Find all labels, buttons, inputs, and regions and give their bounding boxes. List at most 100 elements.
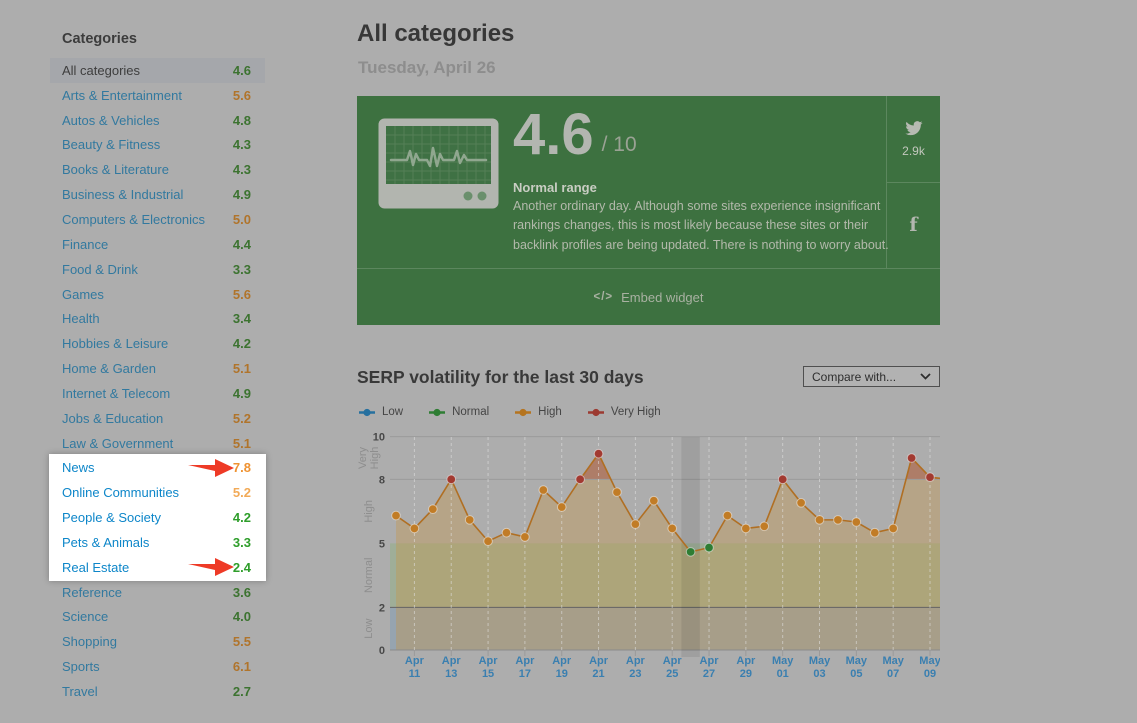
- sidebar-item-jobs-education[interactable]: Jobs & Education 5.2: [50, 406, 265, 431]
- legend-label: Low: [382, 406, 404, 418]
- category-score: 3.3: [232, 261, 251, 277]
- legend-marker-icon: [429, 408, 446, 416]
- page-title: All categories: [357, 20, 515, 47]
- category-score: 5.5: [232, 634, 251, 650]
- sidebar-item-all-categories[interactable]: All categories 4.6: [50, 58, 265, 83]
- chart-section-title: SERP volatility for the last 30 days: [357, 367, 644, 387]
- category-label: Home & Garden: [62, 361, 156, 377]
- sidebar-item-real-estate[interactable]: Real Estate 2.4: [50, 555, 265, 580]
- chevron-down-icon: [920, 373, 931, 380]
- compare-with-dropdown[interactable]: Compare with...: [803, 366, 940, 387]
- category-label: Arts & Entertainment: [62, 87, 182, 103]
- category-label: Health: [62, 311, 100, 327]
- svg-text:May: May: [882, 655, 904, 667]
- legend-item-normal[interactable]: Normal: [429, 406, 489, 418]
- category-score: 4.6: [232, 62, 251, 78]
- sidebar-item-law-government[interactable]: Law & Government 5.1: [50, 431, 265, 456]
- sidebar-item-finance[interactable]: Finance 4.4: [50, 232, 265, 257]
- sidebar-item-books-literature[interactable]: Books & Literature 4.3: [50, 157, 265, 182]
- sidebar-item-beauty-fitness[interactable]: Beauty & Fitness 4.3: [50, 133, 265, 158]
- sidebar-item-sports[interactable]: Sports 6.1: [50, 654, 265, 679]
- category-score: 5.0: [232, 211, 251, 227]
- sensor-score-widget: 4.6 / 10 Normal range Another ordinary d…: [357, 96, 940, 325]
- category-label: Reference: [62, 584, 122, 600]
- legend-label: Very High: [610, 406, 661, 418]
- category-label: Sports: [62, 659, 100, 675]
- sidebar-item-home-garden[interactable]: Home & Garden 5.1: [50, 356, 265, 381]
- svg-text:2: 2: [379, 602, 385, 614]
- svg-text:Normal: Normal: [363, 558, 375, 593]
- svg-text:29: 29: [740, 668, 752, 680]
- svg-text:07: 07: [887, 668, 899, 680]
- category-label: Autos & Vehicles: [62, 112, 160, 128]
- legend-item-very-high[interactable]: Very High: [587, 406, 661, 418]
- svg-text:Apr: Apr: [405, 655, 425, 667]
- svg-text:High: High: [363, 500, 375, 523]
- category-score: 5.6: [232, 87, 251, 103]
- category-score: 4.3: [232, 137, 251, 153]
- sidebar-item-hobbies-leisure[interactable]: Hobbies & Leisure 4.2: [50, 331, 265, 356]
- category-score: 6.1: [232, 659, 251, 675]
- svg-text:Apr: Apr: [700, 655, 720, 667]
- category-score: 5.1: [232, 435, 251, 451]
- sidebar-item-health[interactable]: Health 3.4: [50, 306, 265, 331]
- legend-item-low[interactable]: Low: [359, 406, 403, 418]
- score-line: 4.6 / 10: [513, 106, 637, 164]
- svg-text:27: 27: [703, 668, 715, 680]
- svg-text:May: May: [846, 655, 868, 667]
- category-label: Business & Industrial: [62, 187, 184, 203]
- category-label: Beauty & Fitness: [62, 137, 161, 153]
- svg-text:May: May: [809, 655, 831, 667]
- svg-text:01: 01: [777, 668, 789, 680]
- share-column: 2.9k f: [886, 96, 940, 268]
- dropdown-selected-value: Compare with...: [812, 369, 897, 384]
- embed-widget-button[interactable]: </> Embed widget: [357, 268, 940, 325]
- svg-text:25: 25: [666, 668, 678, 680]
- svg-text:Apr: Apr: [552, 655, 572, 667]
- sidebar-item-food-drink[interactable]: Food & Drink 3.3: [50, 257, 265, 282]
- legend-item-high[interactable]: High: [515, 406, 562, 418]
- category-score: 5.1: [232, 361, 251, 377]
- sidebar-item-reference[interactable]: Reference 3.6: [50, 580, 265, 605]
- category-label: Law & Government: [62, 435, 174, 451]
- main-content: All categories Tuesday, April 26 4.6: [357, 0, 942, 723]
- category-score: 4.9: [232, 385, 251, 401]
- sidebar-item-business-industrial[interactable]: Business & Industrial 4.9: [50, 182, 265, 207]
- category-label: All categories: [62, 62, 141, 78]
- sidebar-item-shopping[interactable]: Shopping 5.5: [50, 629, 265, 654]
- sidebar-item-science[interactable]: Science 4.0: [50, 605, 265, 630]
- svg-text:19: 19: [556, 668, 568, 680]
- sidebar-item-internet-telecom[interactable]: Internet & Telecom 4.9: [50, 381, 265, 406]
- category-label: Computers & Electronics: [62, 211, 206, 227]
- sidebar-item-autos-vehicles[interactable]: Autos & Vehicles 4.8: [50, 108, 265, 133]
- serp-volatility-chart: 0 2 5 8 10 Low Normal High Very High Apr 11 Apr 13 Apr…: [357, 430, 942, 690]
- sidebar-item-news[interactable]: News 7.8: [50, 456, 265, 481]
- sidebar-item-arts-entertainment[interactable]: Arts & Entertainment 5.6: [50, 83, 265, 108]
- svg-text:23: 23: [629, 668, 641, 680]
- sidebar-item-computers-electronics[interactable]: Computers & Electronics 5.0: [50, 207, 265, 232]
- svg-text:8: 8: [379, 474, 385, 486]
- svg-text:15: 15: [482, 668, 494, 680]
- svg-text:May: May: [919, 655, 940, 667]
- category-label: People & Society: [62, 510, 162, 526]
- svg-text:High: High: [369, 447, 381, 470]
- sidebar-item-pets-animals[interactable]: Pets & Animals 3.3: [50, 530, 265, 555]
- legend-marker-icon: [359, 408, 375, 416]
- twitter-share-button[interactable]: 2.9k: [887, 96, 940, 183]
- facebook-share-button[interactable]: f: [887, 183, 940, 269]
- category-score: 3.4: [232, 311, 251, 327]
- sidebar-item-travel[interactable]: Travel 2.7: [50, 679, 265, 704]
- category-score: 2.4: [232, 559, 251, 575]
- svg-text:Apr: Apr: [736, 655, 756, 667]
- svg-text:Apr: Apr: [589, 655, 609, 667]
- sidebar-item-games[interactable]: Games 5.6: [50, 282, 265, 307]
- svg-text:0: 0: [379, 645, 385, 657]
- category-label: Travel: [62, 684, 98, 700]
- category-score: 4.3: [232, 162, 251, 178]
- categories-sidebar: Categories All categories 4.6 Arts & Enter…: [49, 31, 266, 704]
- legend-label: High: [538, 406, 562, 418]
- facebook-icon: f: [909, 214, 918, 237]
- sidebar-item-online-communities[interactable]: Online Communities 5.2: [50, 480, 265, 505]
- sidebar-item-people-society[interactable]: People & Society 4.2: [50, 505, 265, 530]
